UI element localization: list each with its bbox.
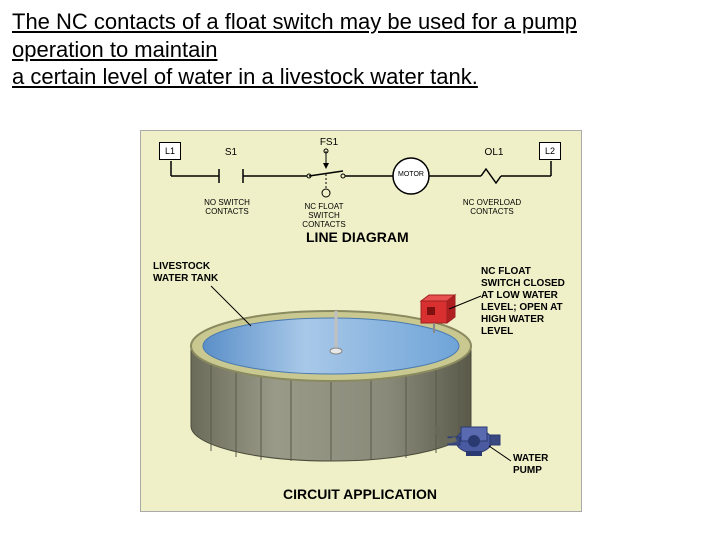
heading-line2: operation to maintain xyxy=(12,37,217,62)
line-diagram-title: LINE DIAGRAM xyxy=(306,229,409,245)
heading-line3: a certain level of water in a livestock … xyxy=(12,64,478,89)
label-tank: LIVESTOCK WATER TANK xyxy=(153,261,223,285)
page-heading: The NC contacts of a float switch may be… xyxy=(12,8,577,91)
circuit-application-title: CIRCUIT APPLICATION xyxy=(283,486,437,502)
label-s1: S1 xyxy=(221,147,241,158)
terminal-l1: L1 xyxy=(159,142,181,160)
terminal-l2: L2 xyxy=(539,142,561,160)
label-motor: MOTOR xyxy=(393,171,429,178)
desc-fs1: NC FLOAT SWITCH CONTACTS xyxy=(289,203,359,229)
diagram-frame: L1 L2 S1 FS1 MOTOR OL1 NO SWITCH CONTACT… xyxy=(140,130,582,512)
label-pump: WATER PUMP xyxy=(513,453,573,477)
label-ol1: OL1 xyxy=(479,147,509,158)
desc-ol1: NC OVERLOAD CONTACTS xyxy=(457,199,527,217)
label-float-switch: NC FLOAT SWITCH CLOSED AT LOW WATER LEVE… xyxy=(481,266,571,338)
heading-line1: The NC contacts of a float switch may be… xyxy=(12,9,577,34)
label-fs1: FS1 xyxy=(314,137,344,148)
desc-s1: NO SWITCH CONTACTS xyxy=(197,199,257,217)
